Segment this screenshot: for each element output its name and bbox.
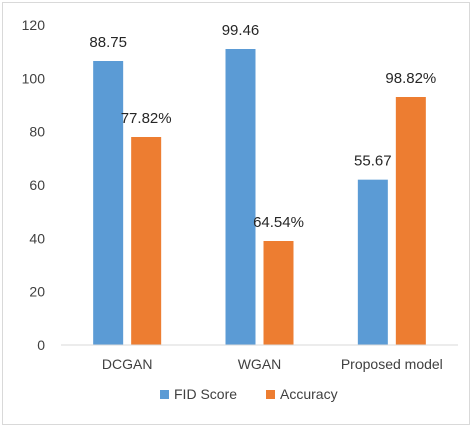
data-label: 98.82% [385,70,436,87]
bar-fid-score [226,49,256,345]
y-tick-label: 40 [29,230,45,246]
bars [93,49,426,345]
x-tick-label: Proposed model [341,356,443,372]
legend-swatch [160,390,169,399]
y-tick-label: 60 [29,177,45,193]
legend-label: Accuracy [280,386,338,402]
legend-swatch [266,390,275,399]
y-tick-label: 100 [22,70,46,86]
bar-fid-score [93,61,123,345]
bar-accuracy [131,137,161,345]
y-tick-label: 20 [29,284,45,300]
x-tick-label: WGAN [238,356,282,372]
data-label: 77.82% [121,110,172,127]
y-tick-label: 0 [37,337,45,353]
bar-accuracy [264,241,294,345]
data-label: 99.46 [222,22,260,39]
y-tick-label: 80 [29,124,45,140]
legend: FID Score Accuracy [160,386,338,402]
y-axis: 0 20 40 60 80 100 120 [22,17,46,353]
data-label: 64.54% [253,214,304,231]
data-label: 55.67 [354,153,392,170]
bar-fid-score [358,180,388,345]
legend-label: FID Score [174,386,237,402]
data-label: 88.75 [89,34,127,51]
x-axis: DCGAN WGAN Proposed model [61,345,458,372]
y-tick-label: 120 [22,17,46,33]
x-tick-label: DCGAN [102,356,153,372]
bar-accuracy [396,97,426,345]
